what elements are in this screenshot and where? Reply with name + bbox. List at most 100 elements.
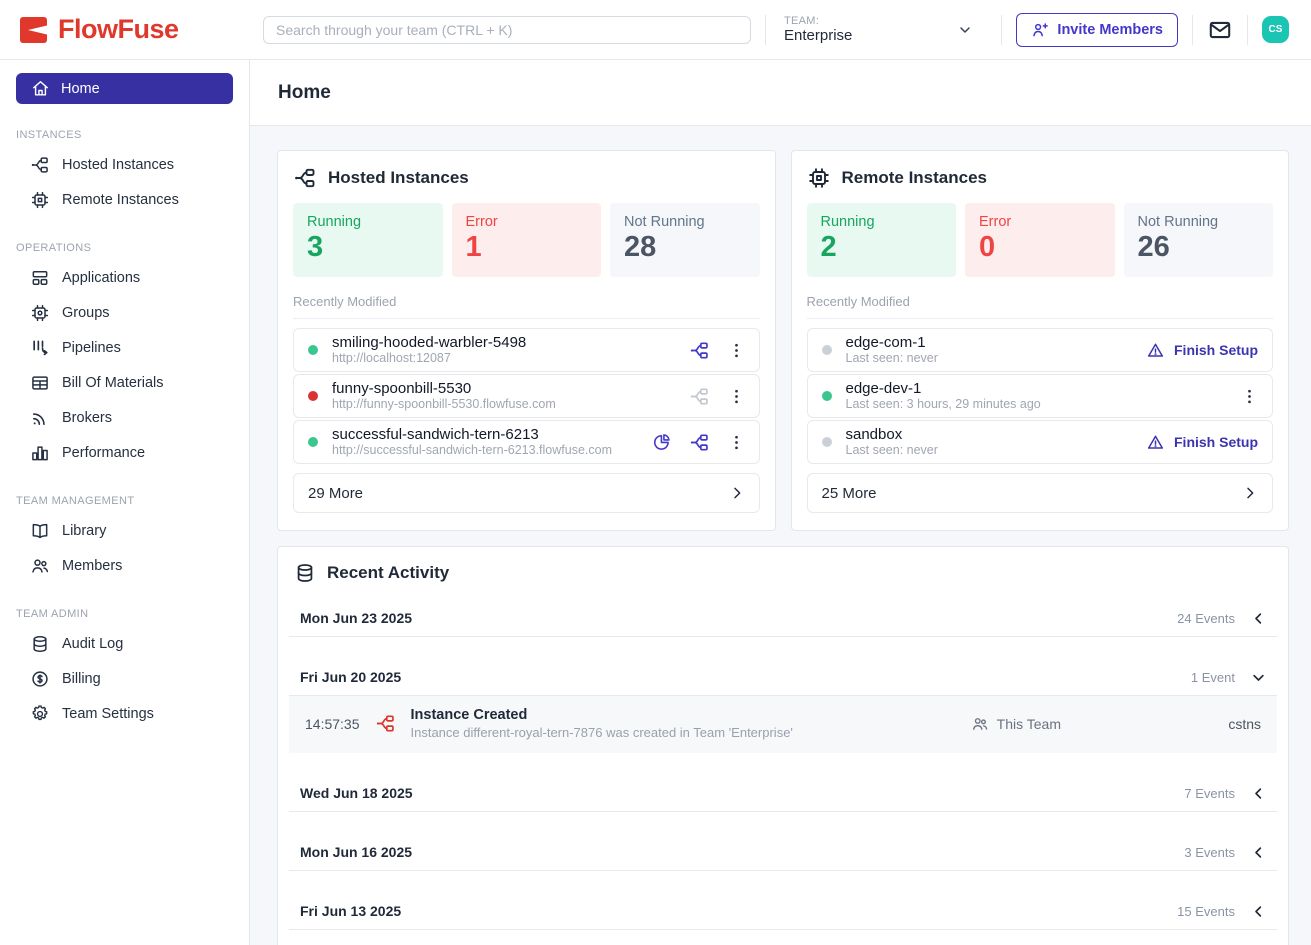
instance-row[interactable]: edge-com-1 Last seen: never Finish S [806,328,1273,372]
kebab-menu-icon[interactable] [728,342,745,359]
status-dot-unknown [821,437,832,447]
instance-row[interactable]: edge-dev-1 Last seen: 3 hours, 29 minute… [806,374,1273,418]
kebab-menu-icon[interactable] [728,388,745,405]
sidebar-item-audit-log[interactable]: Audit Log [0,626,249,661]
sidebar-item-remote-instances[interactable]: Remote Instances [0,182,249,217]
instance-row[interactable]: smiling-hooded-warbler-5498 http://local… [293,328,760,372]
instance-row[interactable]: funny-spoonbill-5530 http://funny-spoonb… [293,374,760,418]
sidebar-item-pipelines[interactable]: Pipelines [0,330,249,365]
stat-not-running[interactable]: Not Running 26 [1123,203,1273,277]
event-time: 14:57:35 [305,715,360,732]
open-editor-icon[interactable] [689,340,710,361]
invite-members-button[interactable]: Invite Members [1016,12,1178,47]
sidebar-item-team-settings[interactable]: Team Settings [0,696,249,731]
events-count: 7 Events [1184,785,1235,801]
sidebar-item-bill-of-materials[interactable]: Bill Of Materials [0,365,249,400]
activity-group-header[interactable]: Fri Jun 20 2025 1 Event [289,661,1277,696]
sidebar-item-billing[interactable]: Billing [0,661,249,696]
chevron-left-icon[interactable] [1251,611,1266,626]
chevron-right-icon [1242,485,1258,501]
sidebar: Home INSTANCES Hosted Instances Remote I… [0,60,250,945]
stat-error[interactable]: Error 0 [965,203,1115,277]
instance-last-seen: Last seen: never [845,351,938,366]
finish-setup-button[interactable]: Finish Setup [1146,433,1258,452]
sidebar-item-applications[interactable]: Applications [0,260,249,295]
instance-name: edge-dev-1 [845,379,922,397]
events-count: 24 Events [1177,610,1235,626]
card-title: Recent Activity [327,563,450,582]
activity-date: Wed Jun 18 2025 [300,785,413,801]
sidebar-item-home[interactable]: Home [16,73,233,104]
hosted-instances-icon [30,155,50,175]
stat-error[interactable]: Error 1 [451,203,601,277]
sidebar-item-brokers[interactable]: Brokers [0,400,249,435]
sidebar-section-operations: OPERATIONS [16,242,92,254]
chevron-left-icon[interactable] [1251,845,1266,860]
chip-icon [30,190,50,210]
team-selector[interactable]: TEAM: Enterprise [780,15,987,44]
activity-event-row[interactable]: 14:57:35 Instance Created Instance diffe… [289,696,1277,753]
instance-last-seen: Last seen: never [845,443,938,458]
activity-group-header[interactable]: Wed Jun 18 2025 7 Events [289,777,1277,812]
activity-group-header[interactable]: Fri Jun 13 2025 15 Events [289,895,1277,930]
status-dot-unknown [821,345,832,355]
instance-name: successful-sandwich-tern-6213 [332,425,539,443]
sidebar-item-label: Home [61,80,100,97]
sidebar-item-library[interactable]: Library [0,513,249,548]
user-plus-icon [1031,21,1049,39]
stat-value: 2 [820,231,837,263]
instance-url: http://localhost:12087 [332,351,451,366]
status-dot-running [821,391,832,401]
instance-name: funny-spoonbill-5530 [332,379,472,397]
divider [1001,14,1003,45]
events-count: 15 Events [1177,903,1235,919]
hosted-more-link[interactable]: 29 More [293,473,760,513]
user-avatar[interactable]: CS [1262,16,1289,43]
flowfuse-logo[interactable]: FlowFuse [0,14,250,46]
sidebar-item-hosted-instances[interactable]: Hosted Instances [0,147,249,182]
instance-row[interactable]: successful-sandwich-tern-6213 http://suc… [293,420,760,464]
status-dot-running [308,437,318,447]
sidebar-item-groups[interactable]: Groups [0,295,249,330]
remote-stats: Running 2 Error 0 Not Running 26 [806,203,1273,277]
dashboard-pie-icon[interactable] [651,432,671,452]
stat-running[interactable]: Running 2 [806,203,956,277]
instance-url: http://successful-sandwich-tern-6213.flo… [332,443,612,458]
remote-more-link[interactable]: 25 More [806,473,1273,513]
stat-value: 0 [979,231,996,263]
kebab-menu-icon[interactable] [728,434,745,451]
chevron-left-icon[interactable] [1251,904,1266,919]
applications-icon [30,268,50,288]
instance-name: edge-com-1 [845,333,926,351]
chevron-left-icon[interactable] [1251,786,1266,801]
users-icon [30,556,50,576]
activity-group: Mon Jun 16 2025 3 Events [289,836,1277,871]
sidebar-item-label: Groups [62,304,110,321]
activity-group-header[interactable]: Mon Jun 16 2025 3 Events [289,836,1277,871]
sidebar-item-members[interactable]: Members [0,548,249,583]
sidebar-item-label: Billing [62,670,101,687]
chevron-down-icon[interactable] [1251,670,1266,685]
event-user: cstns [1228,715,1261,732]
sidebar-item-performance[interactable]: Performance [0,435,249,470]
notifications-mail-button[interactable] [1207,17,1233,43]
finish-setup-button[interactable]: Finish Setup [1146,341,1258,360]
logo-text: FlowFuse [58,14,179,44]
stat-running[interactable]: Running 3 [293,203,443,277]
kebab-menu-icon[interactable] [1241,388,1258,405]
invite-members-label: Invite Members [1057,21,1163,38]
activity-group: Mon Jun 23 2025 24 Events [289,602,1277,637]
instance-row[interactable]: sandbox Last seen: never Finish Setu [806,420,1273,464]
database-icon [30,634,50,654]
sidebar-item-label: Performance [62,444,146,461]
search-input[interactable] [263,15,751,44]
divider [1192,14,1193,45]
activity-group-header[interactable]: Mon Jun 23 2025 24 Events [289,602,1277,637]
stat-not-running[interactable]: Not Running 28 [610,203,760,277]
activity-date: Fri Jun 20 2025 [300,669,402,685]
recently-modified-label: Recently Modified [293,294,397,309]
instance-created-icon [375,713,396,734]
open-editor-icon[interactable] [689,432,710,453]
stat-label: Not Running [1137,214,1219,230]
activity-date: Mon Jun 23 2025 [300,610,413,626]
